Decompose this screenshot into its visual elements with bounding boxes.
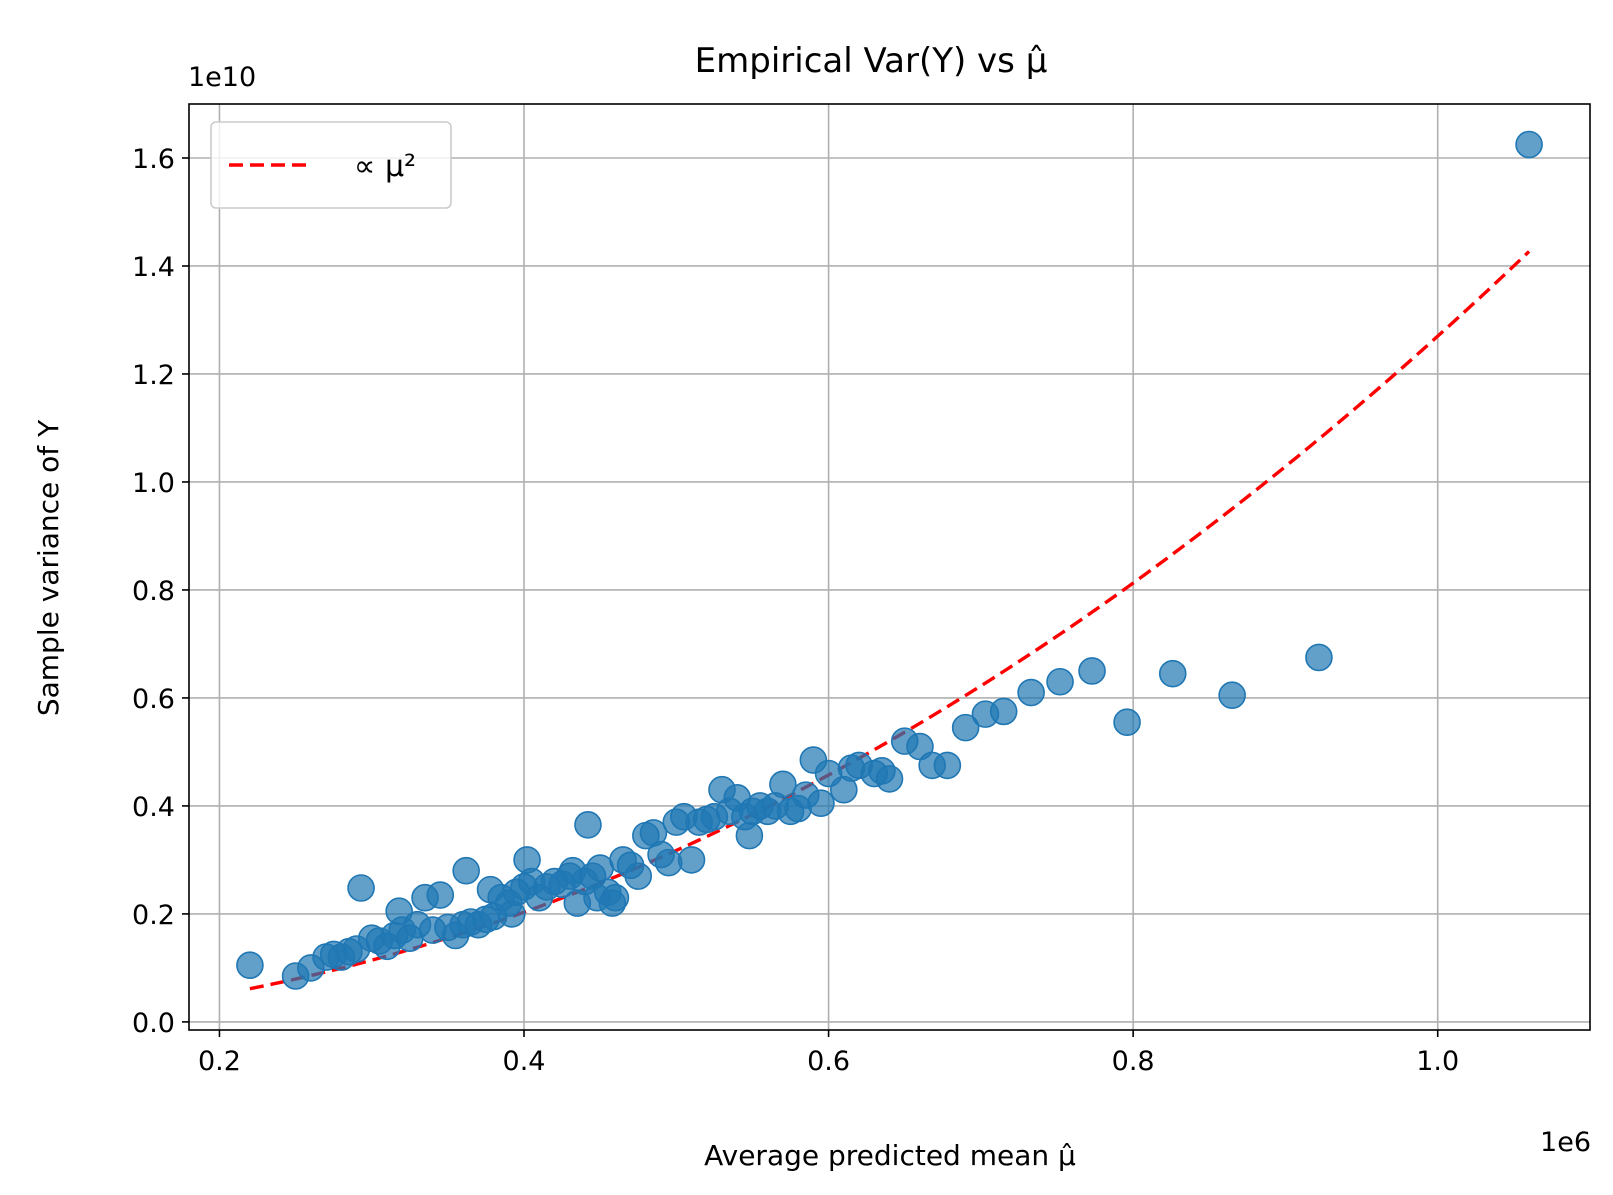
- points-layer: [236, 130, 1543, 990]
- x-offset-label: 1e6: [1540, 1127, 1591, 1158]
- legend-box: [210, 121, 452, 209]
- scatter-point: [624, 862, 653, 890]
- scatter-point: [1078, 657, 1106, 685]
- y-tick-label: 1.0: [132, 468, 175, 499]
- scatter-point: [769, 770, 797, 799]
- y-tick-label: 0.6: [132, 684, 175, 715]
- y-tick-label: 0.0: [132, 1008, 175, 1039]
- scatter-point: [677, 846, 706, 874]
- scatter-point: [1113, 708, 1141, 737]
- scatter-point: [236, 951, 264, 980]
- y-tick-label: 1.6: [132, 144, 175, 175]
- y-tick-label: 0.8: [132, 576, 175, 607]
- plot-frame: [188, 103, 1591, 1031]
- x-tick-label: 0.8: [1112, 1046, 1155, 1077]
- legend: ∝ μ²: [210, 121, 452, 209]
- scatter-point: [601, 883, 630, 912]
- scatter-point: [1305, 643, 1333, 672]
- scatter-point: [735, 821, 764, 850]
- scatter-point: [1158, 659, 1187, 688]
- y-tick-label: 0.2: [132, 900, 175, 931]
- scatter-point: [875, 765, 904, 793]
- y-axis-label: Sample variance of Y: [32, 419, 65, 716]
- scatter-point: [654, 848, 683, 877]
- x-axis-label: Average predicted mean μ̂: [704, 1139, 1076, 1172]
- scatter-point: [1515, 130, 1543, 159]
- x-tick-label: 0.2: [198, 1046, 241, 1077]
- legend-label: ∝ μ²: [354, 149, 416, 184]
- scatter-point: [989, 697, 1018, 726]
- y-offset-label: 1e10: [188, 62, 256, 93]
- x-tick-label: 0.6: [807, 1046, 850, 1077]
- scatter-point: [951, 713, 980, 742]
- grid: [189, 104, 1590, 1030]
- scatter-point: [452, 856, 480, 885]
- scatter-point: [1017, 678, 1045, 707]
- scatter-point: [574, 811, 602, 839]
- scatter-point: [1218, 681, 1246, 710]
- scatter-point: [1046, 667, 1074, 696]
- x-tick-label: 0.4: [503, 1046, 546, 1077]
- y-axis-ticks: 0.0 0.2 0.4 0.6 0.8 1.0 1.2 1.4 1.6: [132, 144, 189, 1039]
- y-tick-label: 1.2: [132, 360, 175, 391]
- y-tick-label: 1.4: [132, 252, 175, 283]
- x-tick-label: 1.0: [1416, 1046, 1459, 1077]
- chart-title: Empirical Var(Y) vs μ̂: [695, 41, 1048, 81]
- scatter-point: [347, 874, 375, 902]
- scatter-point: [807, 789, 835, 818]
- scatter-point: [426, 881, 455, 909]
- y-tick-label: 0.4: [132, 792, 175, 823]
- x-axis-ticks: 0.2 0.4 0.6 0.8 1.0: [198, 1030, 1459, 1077]
- scatter-point: [933, 751, 962, 780]
